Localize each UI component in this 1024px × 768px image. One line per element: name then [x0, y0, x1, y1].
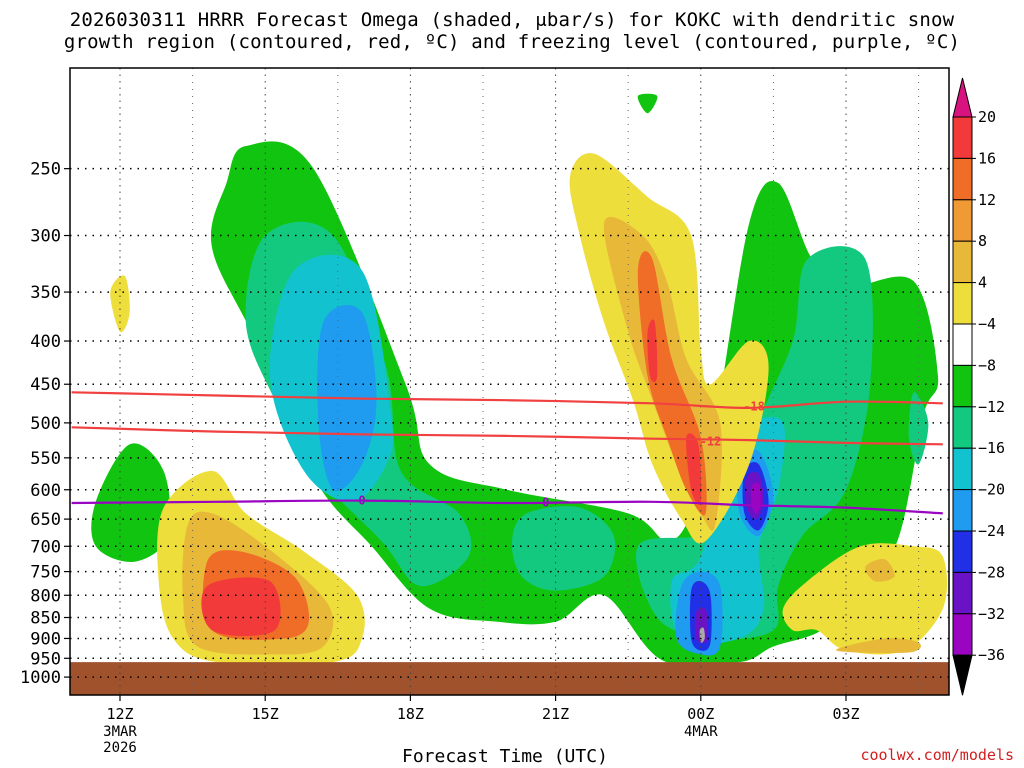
- omega-region-29: [647, 319, 658, 383]
- colorbar-swatch: [952, 489, 973, 532]
- x-tick-label: 15Z: [252, 705, 279, 723]
- contour-label: 0: [358, 494, 365, 508]
- y-tick-label: 1000: [20, 668, 61, 688]
- y-tick-label: 450: [30, 375, 61, 395]
- omega-region-30: [686, 433, 702, 505]
- omega-region-6: [908, 392, 929, 465]
- y-tick-label: 250: [30, 160, 61, 180]
- colorbar-label: 12: [978, 191, 996, 209]
- colorbar-swatch: [952, 282, 973, 325]
- grid-lines: [70, 68, 949, 695]
- contour-lines: -18 -12 0 0: [71, 391, 943, 515]
- omega-region-2: [637, 93, 658, 114]
- omega-region-4: [511, 506, 616, 591]
- colorbar-swatch: [952, 364, 973, 408]
- x-tick-label: 00Z: [687, 705, 714, 723]
- omega-region-25: [836, 638, 921, 654]
- colorbar-label: −24: [978, 522, 1005, 540]
- colorbar-label: −4: [978, 315, 996, 333]
- contour-label: 0: [542, 495, 549, 509]
- colorbar-label: −36: [978, 646, 1005, 664]
- contour-line: [71, 499, 943, 515]
- y-tick-label: 850: [30, 608, 61, 628]
- contour-label: -12: [700, 434, 722, 448]
- colorbar-label: 8: [978, 232, 987, 250]
- y-tick-label: 650: [30, 510, 61, 530]
- colorbar-label: −12: [978, 398, 1005, 416]
- x-tick-label: 03Z: [832, 705, 859, 723]
- omega-region-24: [865, 558, 895, 582]
- x-tick-sublabel: 3MAR: [103, 724, 137, 740]
- omega-region-21: [110, 275, 130, 333]
- x-tick-label: 18Z: [397, 705, 424, 723]
- colorbar-swatch: [952, 199, 973, 242]
- ground-fill: [70, 662, 949, 695]
- y-tick-label: 700: [30, 537, 61, 557]
- colorbar-bottom-triangle: [952, 654, 973, 696]
- colorbar-label: −8: [978, 356, 996, 374]
- ground-layer: [70, 662, 949, 695]
- contour-label: -18: [743, 399, 765, 413]
- colorbar-label: −20: [978, 481, 1005, 499]
- colorbar-swatch: [952, 447, 973, 491]
- y-tick-label: 900: [30, 629, 61, 649]
- colorbar-label: 4: [978, 274, 987, 292]
- y-tick-label: 550: [30, 449, 61, 469]
- colorbar-swatch: [952, 406, 973, 449]
- chart-title-line-2: growth region (contoured, red, ºC) and f…: [63, 31, 961, 53]
- colorbar-label: −28: [978, 563, 1005, 581]
- colorbar-swatch: [952, 323, 973, 366]
- colorbar-swatch: [952, 613, 973, 656]
- y-tick-label: 600: [30, 481, 61, 501]
- y-tick-label: 500: [30, 414, 61, 434]
- colorbar: 20 16 12 8 4 −4 −8 −12 −16 −20 −24 −28 −32 −36: [952, 77, 1005, 696]
- colorbar-label: 16: [978, 149, 996, 167]
- plot-frame: [69, 67, 950, 696]
- colorbar-label: −16: [978, 439, 1005, 457]
- y-tick-label: 950: [30, 649, 61, 669]
- contour-line: [71, 426, 943, 446]
- omega-region-28: [201, 577, 281, 637]
- colorbar-label: 20: [978, 108, 996, 126]
- omega-region-20: [782, 543, 948, 655]
- y-tick-label: 750: [30, 563, 61, 583]
- colorbar-top-triangle: [952, 77, 973, 118]
- colorbar-swatch: [952, 240, 973, 284]
- y-tick-label: 800: [30, 586, 61, 606]
- x-tick-label: 21Z: [542, 705, 569, 723]
- chart-title-line-1: 2026030311 HRRR Forecast Omega (shaded, …: [69, 9, 955, 31]
- colorbar-swatch: [952, 116, 973, 159]
- credit-link[interactable]: coolwx.com/models: [860, 746, 1014, 764]
- colorbar-label: −32: [978, 605, 1005, 623]
- x-tick-label: 12Z: [106, 705, 133, 723]
- contour-line: [71, 391, 943, 410]
- colorbar-swatch: [952, 530, 973, 573]
- y-tick-label: 400: [30, 332, 61, 352]
- x-tick-sublabel: 4MAR: [684, 724, 718, 740]
- omega-shading: [91, 93, 948, 667]
- y-axis: 2503003504004505005506006507007508008509…: [20, 160, 70, 688]
- y-tick-label: 350: [30, 283, 61, 303]
- y-tick-label: 300: [30, 227, 61, 247]
- colorbar-swatch: [952, 157, 973, 201]
- x-tick-sublabel: 2026: [103, 740, 137, 756]
- colorbar-swatch: [952, 571, 973, 615]
- x-axis-label: Forecast Time (UTC): [402, 746, 608, 767]
